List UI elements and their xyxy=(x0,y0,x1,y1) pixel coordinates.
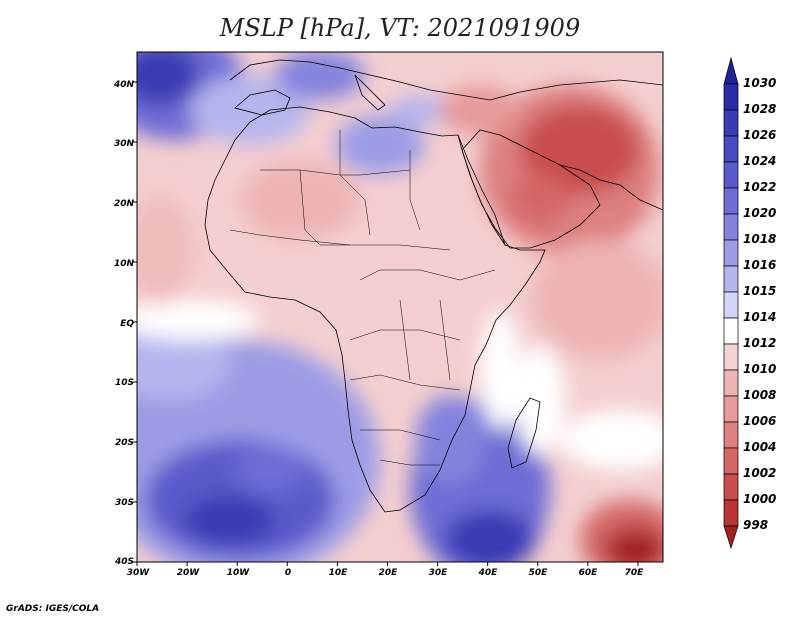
colorbar-box xyxy=(723,473,739,501)
colorbar-box xyxy=(723,213,739,241)
arabia-coastline xyxy=(461,129,601,249)
country-borders xyxy=(229,130,496,466)
colorbar-label-1004: 1004 xyxy=(743,440,777,454)
grads-credit: GrADS: IGES/COLA xyxy=(6,604,100,614)
colorbar-label-1015: 1015 xyxy=(743,284,777,298)
colorbar-box xyxy=(723,369,739,397)
italy-coastline xyxy=(354,74,386,111)
lon-label-70e: 70E xyxy=(624,568,644,578)
colorbar-box xyxy=(723,265,739,293)
colorbar-label-1018: 1018 xyxy=(743,232,777,246)
lon-label-60e: 60E xyxy=(578,568,598,578)
lon-label-10e: 10E xyxy=(328,568,348,578)
map-border xyxy=(136,51,664,563)
colorbar-box xyxy=(723,447,739,475)
red-sea-coastline xyxy=(457,134,506,246)
colorbar-label-1000: 1000 xyxy=(743,492,777,506)
colorbar-label-1012: 1012 xyxy=(743,336,777,350)
lat-label-10n: 10N xyxy=(113,259,134,269)
colorbar-box xyxy=(723,239,739,267)
coastlines xyxy=(204,59,663,513)
lon-label-20w: 20W xyxy=(176,568,200,578)
colorbar-label-1022: 1022 xyxy=(743,180,777,194)
colorbar-label-1006: 1006 xyxy=(743,414,777,428)
lat-label-40s: 40S xyxy=(114,557,134,567)
colorbar-top-arrow xyxy=(723,56,739,85)
lon-label-20e: 20E xyxy=(378,568,398,578)
iberia-coastline xyxy=(234,89,291,116)
persian-gulf-coastline xyxy=(559,164,663,211)
colorbar-label-1002: 1002 xyxy=(743,466,777,480)
colorbar-box xyxy=(723,317,739,345)
lat-label-eq: EQ xyxy=(120,319,134,329)
lon-label-30w: 30W xyxy=(126,568,150,578)
lon-label-40e: 40E xyxy=(478,568,498,578)
colorbar-label-1026: 1026 xyxy=(743,128,777,142)
pressure-field xyxy=(137,52,663,562)
colorbar-label-1014: 1014 xyxy=(743,310,777,324)
colorbar-box xyxy=(723,83,739,111)
colorbar-label-998: 998 xyxy=(743,518,769,532)
colorbar-box xyxy=(723,109,739,137)
madagascar-coastline xyxy=(507,397,541,469)
lon-label-10w: 10W xyxy=(226,568,250,578)
colorbar-label-1016: 1016 xyxy=(743,258,777,272)
colorbar-box xyxy=(723,395,739,423)
colorbar-label-1020: 1020 xyxy=(743,206,777,220)
colorbar-label-1024: 1024 xyxy=(743,154,777,168)
colorbar-box xyxy=(723,161,739,189)
colorbar-label-1030: 1030 xyxy=(743,76,777,90)
colorbar-box xyxy=(723,421,739,449)
lat-label-10s: 10S xyxy=(114,378,134,388)
colorbar-label-1028: 1028 xyxy=(743,102,777,116)
lat-label-30n: 30N xyxy=(113,139,134,149)
lat-label-40n: 40N xyxy=(113,80,134,90)
lat-label-30s: 30S xyxy=(114,498,134,508)
colorbar-bottom-arrow xyxy=(723,525,739,550)
colorbar-box xyxy=(723,499,739,527)
colorbar-box xyxy=(723,343,739,371)
lat-label-20s: 20S xyxy=(114,438,134,448)
colorbar-box xyxy=(723,187,739,215)
europe-coastline xyxy=(229,59,663,101)
lat-label-20n: 20N xyxy=(113,199,134,209)
axis-ticks xyxy=(133,81,639,566)
map-title: MSLP [hPa], VT: 2021091909 xyxy=(219,14,581,42)
colorbar-label-1010: 1010 xyxy=(743,362,777,376)
lon-label-0: 0 xyxy=(284,568,292,578)
colorbar-label-1008: 1008 xyxy=(743,388,777,402)
colorbar-box xyxy=(723,291,739,319)
lon-label-50e: 50E xyxy=(528,568,548,578)
colorbar-box xyxy=(723,135,739,163)
africa-coastline xyxy=(204,106,546,513)
lon-label-30e: 30E xyxy=(428,568,448,578)
